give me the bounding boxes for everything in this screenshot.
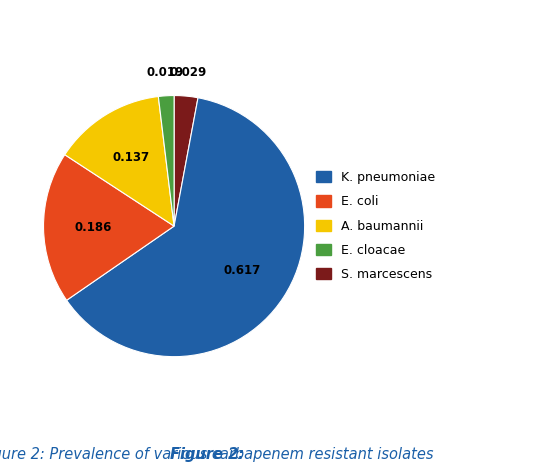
Text: 0.019: 0.019 bbox=[146, 66, 183, 79]
Text: 0.029: 0.029 bbox=[170, 66, 207, 79]
Wedge shape bbox=[174, 96, 198, 226]
Legend: K. pneumoniae, E. coli, A. baumannii, E. cloacae, S. marcescens: K. pneumoniae, E. coli, A. baumannii, E.… bbox=[311, 166, 440, 286]
Text: Figure 2: Prevalence of various carbapenem resistant isolates: Figure 2: Prevalence of various carbapen… bbox=[0, 446, 434, 462]
Text: 0.137: 0.137 bbox=[113, 151, 150, 164]
Text: 0.186: 0.186 bbox=[75, 221, 112, 234]
Wedge shape bbox=[66, 98, 305, 357]
Wedge shape bbox=[158, 96, 174, 226]
Wedge shape bbox=[44, 155, 174, 300]
Text: 0.617: 0.617 bbox=[224, 264, 261, 277]
Wedge shape bbox=[65, 97, 174, 226]
Text: Figure 2:: Figure 2: bbox=[170, 446, 244, 462]
